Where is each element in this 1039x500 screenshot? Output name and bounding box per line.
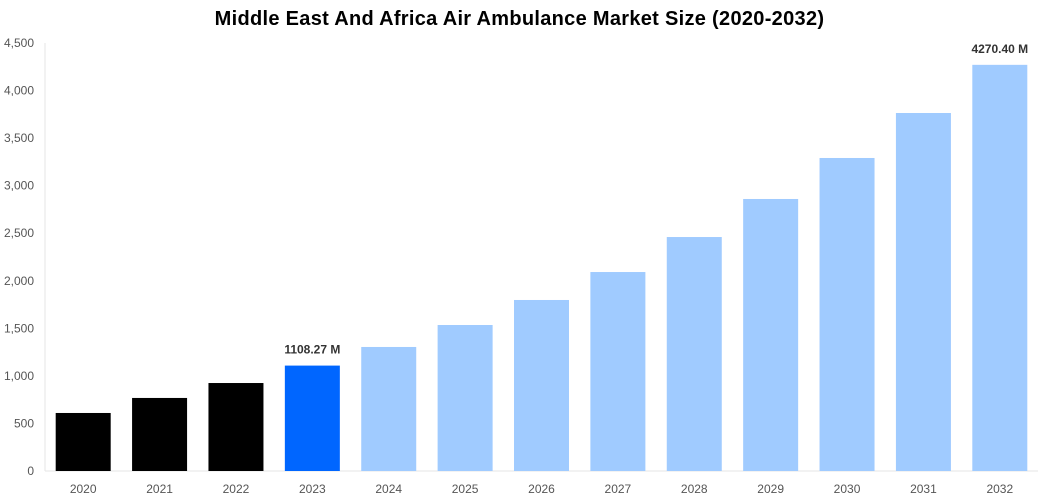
x-tick-label: 2022: [223, 482, 250, 496]
x-tick-label: 2021: [146, 482, 173, 496]
y-tick-label: 3,500: [4, 131, 34, 145]
x-tick-label: 2029: [757, 482, 784, 496]
x-tick-label: 2020: [70, 482, 97, 496]
bar-2020: [55, 412, 111, 471]
y-tick-label: 1,000: [4, 369, 34, 383]
y-tick-label: 500: [14, 416, 34, 430]
x-tick-label: 2025: [452, 482, 479, 496]
bar-2022: [208, 383, 264, 471]
x-tick-label: 2024: [375, 482, 402, 496]
y-tick-label: 4,000: [4, 84, 34, 98]
x-tick-label: 2031: [910, 482, 937, 496]
bar-2027: [590, 272, 646, 471]
y-tick-label: 2,500: [4, 226, 34, 240]
y-tick-label: 4,500: [4, 36, 34, 50]
bar-2024: [361, 346, 417, 471]
bar-2026: [514, 299, 569, 471]
bar-2032: [972, 64, 1028, 471]
y-tick-label: 3,000: [4, 179, 34, 193]
bar-2030: [819, 157, 875, 472]
x-tick-label: 2030: [834, 482, 861, 496]
x-tick-label: 2028: [681, 482, 708, 496]
bar-2021: [132, 397, 188, 471]
data-label-2032: 4270.40 M: [971, 42, 1028, 56]
y-tick-label: 2,000: [4, 274, 34, 288]
y-tick-label: 0: [27, 464, 34, 478]
bar-2025: [437, 325, 493, 471]
data-label-2023: 1108.27 M: [284, 343, 340, 357]
bar-2031: [895, 113, 951, 472]
x-tick-label: 2026: [528, 482, 555, 496]
bar-2023: [284, 365, 340, 471]
bar-2029: [743, 198, 799, 471]
bar-2028: [666, 237, 722, 471]
y-tick-label: 1,500: [4, 321, 34, 335]
x-tick-label: 2032: [986, 482, 1013, 496]
x-tick-label: 2023: [299, 482, 326, 496]
chart-title: Middle East And Africa Air Ambulance Mar…: [214, 8, 825, 30]
x-tick-label: 2027: [605, 482, 632, 496]
